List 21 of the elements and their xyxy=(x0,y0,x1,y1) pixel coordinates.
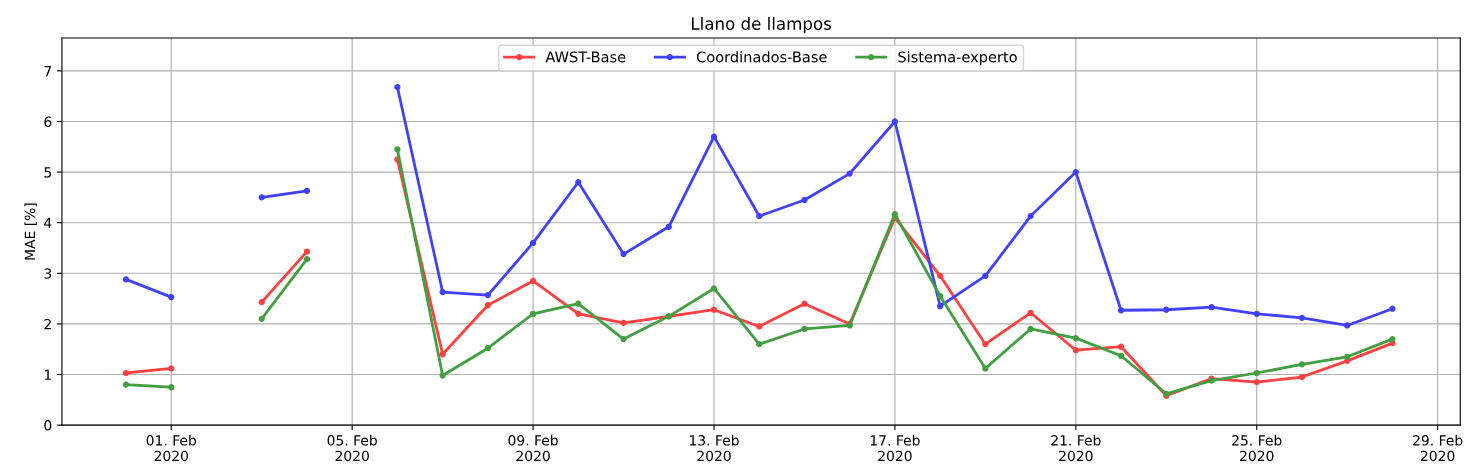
x-tick-label: 25. Feb 2020 xyxy=(1232,434,1282,462)
legend-label: Sistema-experto xyxy=(898,51,1017,66)
y-tick-label: 1 xyxy=(44,369,51,380)
y-tick-label: 2 xyxy=(44,318,51,330)
y-tick-label: 0 xyxy=(44,420,52,431)
legend-label: AWST-Base xyxy=(545,51,626,63)
x-tick-label: 01. Feb 2020 xyxy=(146,434,197,462)
x-tick-label: 09. Feb 2020 xyxy=(508,434,558,462)
x-tick-label: 05. Feb 2020 xyxy=(327,434,377,462)
y-tick-label: 6 xyxy=(44,116,52,127)
x-tick-label: 13. Feb 2020 xyxy=(689,434,739,462)
x-tick-label: 17. Feb 2020 xyxy=(870,434,920,462)
y-axis-title: MAE [%] xyxy=(24,203,37,260)
y-tick-label: 3 xyxy=(44,268,52,279)
x-tick-label: 29. Feb 2020 xyxy=(1413,434,1463,462)
legend-label: Coordinados-Base xyxy=(696,51,827,63)
x-tick-label: 21. Feb 2020 xyxy=(1051,434,1101,462)
y-tick-label: 4 xyxy=(44,217,52,228)
y-tick-label: 5 xyxy=(44,167,52,178)
chart-title: Llano de llampos xyxy=(691,17,832,34)
y-tick-label: 7 xyxy=(44,66,52,77)
